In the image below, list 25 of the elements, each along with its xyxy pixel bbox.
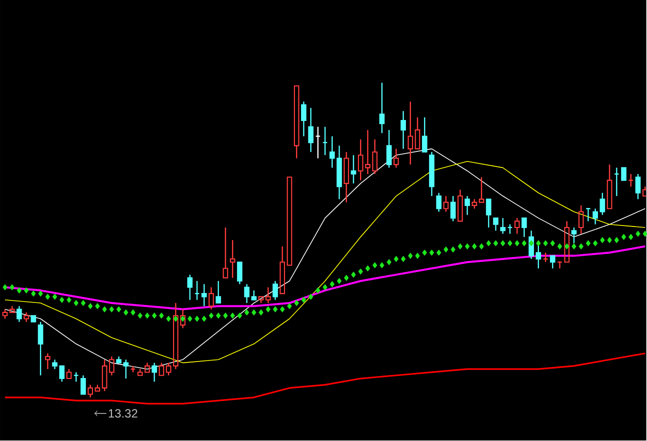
candlestick [24, 312, 29, 323]
candlestick [230, 240, 236, 279]
candlestick [464, 196, 470, 216]
candlestick [244, 284, 250, 304]
candlestick [394, 148, 399, 169]
candlestick [408, 101, 414, 166]
text: 13.32 [108, 409, 138, 418]
candlestick [429, 152, 434, 197]
candlestick [379, 82, 385, 134]
candlestick [109, 356, 114, 376]
candlestick [272, 280, 278, 301]
candlestick [44, 352, 50, 370]
candlestick [88, 384, 93, 398]
candlestick [201, 284, 207, 307]
candlestick [152, 362, 158, 383]
candlestick [350, 154, 356, 184]
candlestick [308, 108, 314, 153]
candlestick [592, 208, 598, 226]
candlestick [436, 192, 442, 213]
candlestick [16, 306, 22, 323]
candlestick [500, 218, 506, 235]
candlestick [400, 110, 406, 150]
candlestick [301, 101, 306, 138]
candlestick [208, 286, 214, 310]
candlestick [315, 126, 321, 160]
